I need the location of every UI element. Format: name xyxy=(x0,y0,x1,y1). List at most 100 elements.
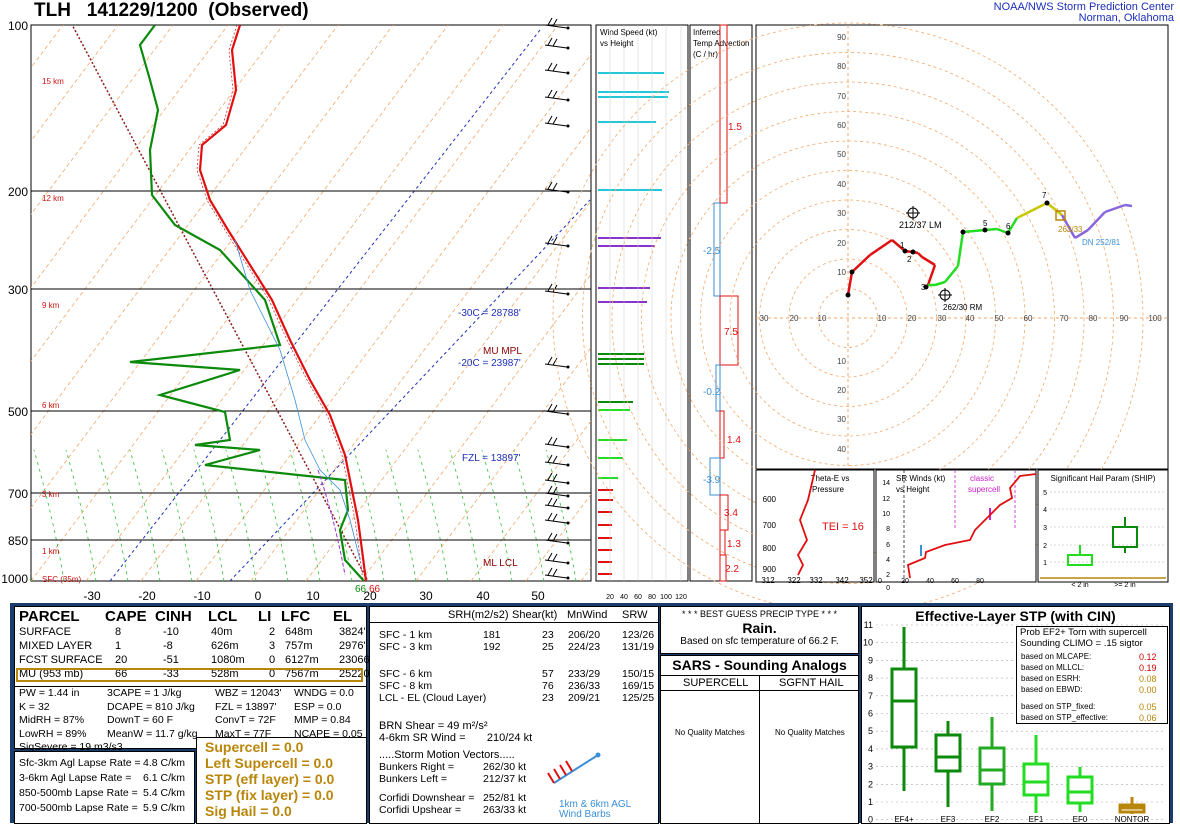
stp-based-value: 0.05 xyxy=(1139,702,1157,712)
lapse-value: 5.9 C/km xyxy=(143,802,186,814)
moist-adiabat xyxy=(225,449,257,581)
stp-based-label: based on STP_effective: xyxy=(1021,713,1109,722)
composite-row: Left Supercell = 0.0 xyxy=(205,755,333,771)
kin-hdr-0: SRH(m2/s2) xyxy=(448,609,509,621)
storm-motion-title: .....Storm Motion Vectors..... xyxy=(379,749,515,761)
theta-title: Theta-E vs Pressure xyxy=(811,474,850,494)
stp-based-value: 0.08 xyxy=(1139,674,1157,684)
wind-barb xyxy=(544,363,568,368)
hodo-point xyxy=(923,284,929,290)
parcel-hdr-3: LCL xyxy=(208,608,238,625)
hodo-segment xyxy=(944,265,959,283)
zero-isotherm xyxy=(109,29,541,581)
stp-y-label: 3 xyxy=(868,762,873,772)
stp-box xyxy=(890,667,918,749)
kin-hdr-rule xyxy=(370,622,658,623)
parcel-cell: 626m xyxy=(211,640,239,652)
height-labels: 15 km 12 km 9 km 6 km 3 km 1 km SFC (35m… xyxy=(42,77,81,584)
barb-flag xyxy=(552,553,558,562)
srwind-title-2: vs Height xyxy=(896,485,930,494)
hodo-y-label: 50 xyxy=(837,150,846,159)
kin-cell: 169/15 xyxy=(622,680,655,692)
parcel-cell: -51 xyxy=(163,654,179,666)
sars-col-hail: SGFNT HAIL xyxy=(779,677,844,689)
fzl-level: FZL = 13897' xyxy=(462,453,521,464)
hodo-y-label: 30 xyxy=(837,209,846,218)
h-label-6: 6 km xyxy=(42,401,60,410)
parcel-cell: 2 xyxy=(269,626,276,638)
advect-block xyxy=(719,295,739,366)
barb-flag xyxy=(547,62,553,71)
stp-box xyxy=(978,746,1006,786)
precip-value: Rain. xyxy=(742,620,777,636)
hodo-point xyxy=(910,249,916,255)
moist-adiabat xyxy=(129,449,161,581)
skewt-frame xyxy=(30,24,592,582)
wax-20: 20 xyxy=(606,594,614,601)
wax-80: 80 xyxy=(648,594,656,601)
srwind-title-1: SR Winds (kt) xyxy=(896,474,946,483)
wax-60: 60 xyxy=(634,594,642,601)
isotherm xyxy=(31,25,394,509)
stp-y-label: 1 xyxy=(868,797,873,807)
barb-flag xyxy=(547,283,553,292)
hodo-y-label: 90 xyxy=(837,33,846,42)
sars-rule-2 xyxy=(661,690,858,691)
parcel-hdr-1: CAPE xyxy=(105,608,147,625)
index-esp: ESP = 0.0 xyxy=(294,700,342,713)
classic-label-2: supercell xyxy=(968,485,1000,494)
hodo-segment xyxy=(846,271,854,296)
srw-x-label: 40 xyxy=(926,578,934,585)
isotherm xyxy=(31,25,449,581)
lapse-value: 6.1 C/km xyxy=(143,772,186,784)
barb-note: 1km & 6km AGL Wind Barbs xyxy=(559,800,631,820)
stp-cat-label: EF1 xyxy=(1029,815,1044,823)
hodo-x-label: 10 xyxy=(818,314,827,323)
barb-flag xyxy=(547,567,553,576)
isotherm xyxy=(0,25,8,581)
wind-barb xyxy=(544,242,568,247)
isotherm xyxy=(305,200,591,581)
barb-flag xyxy=(552,568,558,577)
wind-title-1: Wind Speed (kt) xyxy=(600,28,658,37)
kin-cell: 123/26 xyxy=(622,629,655,641)
hodo-y-label: 40 xyxy=(837,445,846,454)
barb-flag xyxy=(547,181,553,190)
hodo-y-label: 30 xyxy=(837,415,846,424)
stp-box xyxy=(1022,762,1050,797)
parcel-cell: 3824' xyxy=(339,626,366,638)
h-label-9: 9 km xyxy=(42,301,60,310)
index-ncape: NCAPE = 0.05 xyxy=(294,727,363,740)
hodo-segment xyxy=(917,252,923,258)
stp-prob-1: Prob EF2+ Torn with supercell xyxy=(1020,627,1147,638)
advect-block xyxy=(719,24,728,204)
sars-col-supercell: SUPERCELL xyxy=(683,677,749,689)
theta-p-labels: 600 700 800 900 xyxy=(763,495,777,574)
hodo-point-label: 1 xyxy=(900,241,905,250)
hodo-point xyxy=(982,227,988,233)
srw-y-label: 8 xyxy=(886,526,890,533)
wind-barb xyxy=(544,410,568,415)
hodo-ring xyxy=(700,170,996,466)
barb-flag xyxy=(552,18,558,27)
p-label-100: 100 xyxy=(8,19,28,33)
hodo-point xyxy=(845,292,851,298)
barb-origin xyxy=(566,576,570,580)
parcel-cell: 3 xyxy=(269,640,276,652)
barb-flag xyxy=(552,182,558,191)
barb-flag xyxy=(552,236,558,245)
advect-block xyxy=(713,202,721,297)
stp-cat-label: NONTOR xyxy=(1115,815,1150,823)
mu-mpl-label: MU MPL xyxy=(483,346,522,357)
wind-barb xyxy=(544,290,568,295)
stp-y-label: 9 xyxy=(868,655,873,665)
ship-x-label-2: >= 2 in xyxy=(1114,582,1136,589)
index-fzl: FZL = 13897' xyxy=(215,700,277,713)
hodo-point-label: 6 xyxy=(1006,222,1011,231)
h-label-12: 12 km xyxy=(42,194,64,203)
theta-profile xyxy=(796,469,816,576)
kin-hdr-2: MnWind xyxy=(567,609,608,621)
parcel-cell: 528m xyxy=(211,668,239,680)
temperature-line xyxy=(198,25,368,581)
isotherm xyxy=(195,53,591,581)
